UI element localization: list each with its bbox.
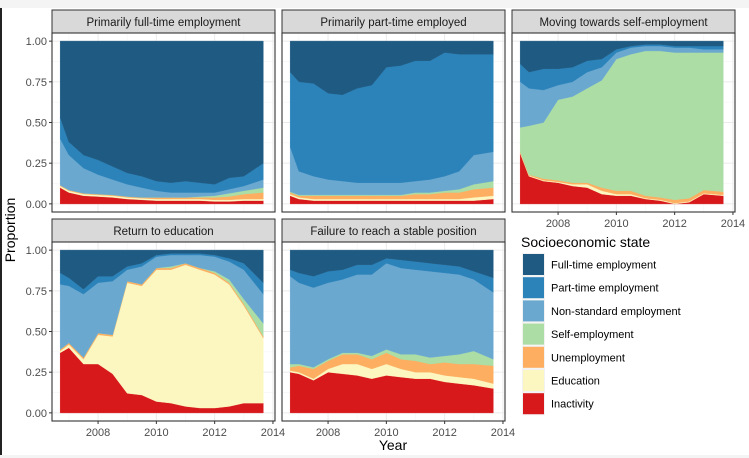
area-full-time-employment bbox=[520, 40, 724, 73]
legend-label-self-employment: Self-employment bbox=[551, 329, 634, 341]
x-tick-label: 2010 bbox=[604, 218, 628, 230]
legend-swatch-unemployment bbox=[523, 346, 544, 368]
area-full-time-employment bbox=[60, 249, 264, 290]
legend-swatch-education bbox=[523, 370, 544, 391]
y-tick-label: 0.50 bbox=[26, 118, 47, 130]
panel-border bbox=[281, 32, 506, 213]
legend-label-non-standard-employment: Non-standard employment bbox=[551, 306, 681, 318]
y-tick-label: 0.75 bbox=[26, 286, 47, 298]
x-tick-label: 2008 bbox=[316, 427, 340, 439]
y-tick-label: 0.00 bbox=[26, 199, 47, 211]
y-axis-title: Proportion bbox=[2, 198, 18, 263]
x-tick-label: 2008 bbox=[546, 218, 570, 230]
area-full-time-employment bbox=[290, 40, 494, 96]
x-tick-label: 2014 bbox=[721, 218, 745, 230]
legend: Socioeconomic state Full-time employment… bbox=[521, 234, 681, 416]
x-axis-title: Year bbox=[379, 437, 408, 453]
x-tick-label: 2010 bbox=[374, 427, 398, 439]
legend-label-full-time-employment: Full-time employment bbox=[551, 260, 656, 272]
x-tick-label: 2010 bbox=[144, 427, 168, 439]
panel-border bbox=[281, 241, 506, 422]
area-full-time-employment bbox=[60, 40, 264, 185]
bottom-band bbox=[0, 455, 749, 458]
legend-label-unemployment: Unemployment bbox=[551, 352, 625, 364]
legend-label-part-time-employment: Part-time employment bbox=[551, 283, 659, 295]
x-tick-label: 2012 bbox=[202, 427, 226, 439]
panel-5: Failure to reach a stable position 2008 20… bbox=[281, 218, 515, 439]
panel-2: Primarily part-time employed bbox=[281, 9, 506, 213]
legend-label-education: Education bbox=[551, 376, 600, 388]
facet-title: Moving towards self-employment bbox=[539, 17, 708, 29]
facet-title: Primarily part-time employed bbox=[320, 17, 466, 29]
x-tick-label: 2008 bbox=[86, 427, 110, 439]
y-tick-label: 0.50 bbox=[26, 327, 47, 339]
legend-swatch-full-time-employment bbox=[523, 254, 544, 275]
y-tick-label: 0.00 bbox=[26, 408, 47, 420]
facet-title: Primarily full-time employment bbox=[86, 17, 241, 29]
panel-border bbox=[511, 32, 736, 213]
x-tick-label: 2012 bbox=[662, 218, 686, 230]
facet-title: Failure to reach a stable position bbox=[310, 226, 476, 238]
legend-swatch-non-standard-employment bbox=[523, 300, 544, 322]
x-tick-label: 2014 bbox=[261, 427, 285, 439]
y-tick-label: 0.75 bbox=[26, 77, 47, 89]
legend-swatch-inactivity bbox=[523, 393, 544, 415]
top-band bbox=[0, 0, 749, 8]
y-tick-label: 0.25 bbox=[26, 158, 47, 170]
facet-title: Return to education bbox=[113, 226, 213, 238]
y-tick-label: 1.00 bbox=[26, 245, 47, 257]
panel-4: Return to education 0.00 0.25 0.50 0.75 1.00 2… bbox=[26, 218, 285, 439]
left-edge-line bbox=[0, 8, 2, 455]
legend-swatch-self-employment bbox=[523, 323, 544, 345]
legend-label-inactivity: Inactivity bbox=[551, 399, 594, 411]
x-tick-label: 2012 bbox=[432, 427, 456, 439]
y-tick-label: 1.00 bbox=[26, 36, 47, 48]
x-tick-label: 2014 bbox=[491, 427, 515, 439]
panel-1: Primarily full-time employment 0.00 0.25 0.… bbox=[26, 9, 276, 213]
panel-3: Moving towards self-employment 2008 2010 20… bbox=[511, 9, 745, 230]
legend-swatch-part-time-employment bbox=[523, 277, 544, 299]
area-full-time-employment bbox=[290, 249, 494, 279]
y-tick-label: 0.25 bbox=[26, 367, 47, 379]
legend-title: Socioeconomic state bbox=[521, 234, 650, 250]
